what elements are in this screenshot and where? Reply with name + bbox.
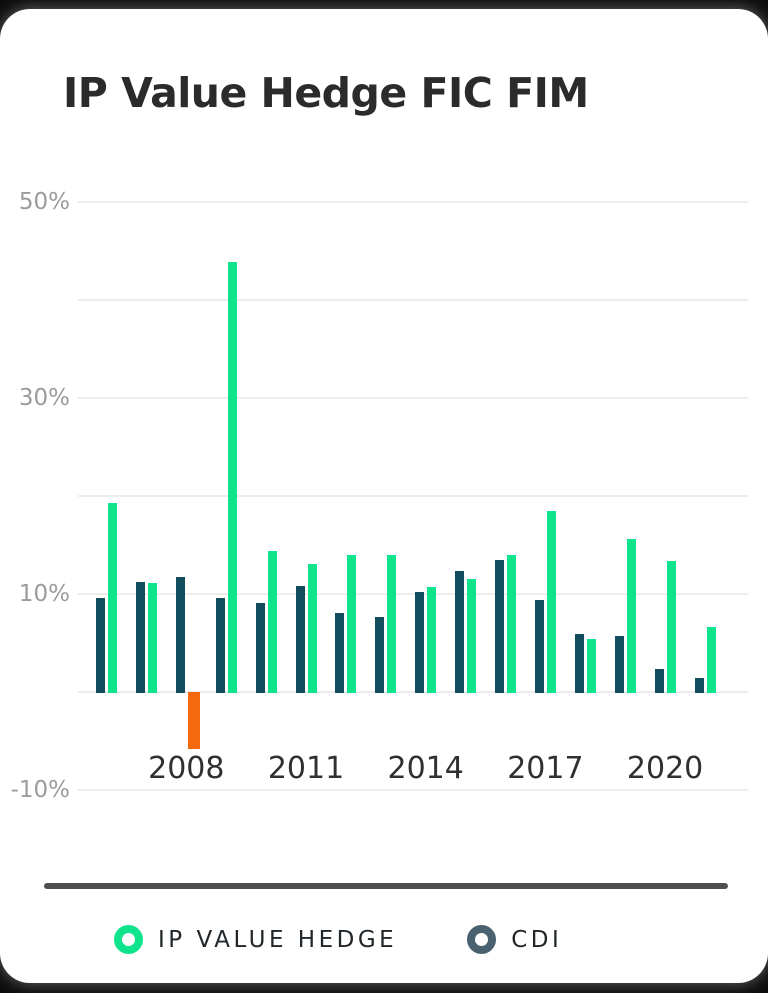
cdi-ring-icon (467, 925, 497, 954)
bar-cdi-2018[interactable] (574, 634, 584, 693)
legend-divider (44, 883, 728, 889)
legend-label-ip-value-hedge: IP VALUE HEDGE (158, 926, 398, 953)
bar-ip-value-hedge-2008[interactable] (187, 692, 200, 749)
x-axis-tick-2011: 2011 (267, 751, 345, 786)
bar-ip-value-hedge-2021[interactable] (706, 627, 716, 693)
y-axis-tick-50: 50% (18, 189, 70, 215)
bar-ip-value-hedge-2017[interactable] (546, 510, 556, 693)
gridline-0 (78, 691, 748, 693)
bar-cdi-2009[interactable] (215, 597, 225, 693)
bar-cdi-2010[interactable] (255, 602, 265, 693)
bar-ip-value-hedge-2018[interactable] (586, 639, 596, 693)
bar-cdi-2013[interactable] (375, 616, 385, 693)
bar-cdi-2011[interactable] (295, 586, 305, 693)
bar-cdi-2008[interactable] (175, 577, 185, 693)
bar-ip-value-hedge-2011[interactable] (307, 563, 317, 693)
bar-cdi-2015[interactable] (455, 571, 465, 693)
legend-item-cdi[interactable]: CDI (467, 925, 562, 954)
bar-ip-value-hedge-2015[interactable] (467, 579, 477, 693)
bar-cdi-2021[interactable] (694, 678, 704, 693)
ip-value-hedge-ring-icon (114, 925, 143, 954)
x-axis-tick-2017: 2017 (507, 751, 584, 786)
legend-label-cdi: CDI (511, 926, 563, 953)
bar-ip-value-hedge-2019[interactable] (626, 539, 636, 693)
bar-cdi-2006[interactable] (96, 597, 105, 693)
y-axis-tick-10: 10% (18, 581, 70, 607)
chart-plot: 50% 30% 10% -10% 2008 2011 2014 2017 2020 (0, 189, 768, 821)
gridline-40 (78, 299, 748, 301)
bar-cdi-2017[interactable] (534, 599, 544, 693)
gridline-50 (78, 201, 748, 203)
gridline-10 (78, 593, 748, 595)
legend-item-ip-value-hedge[interactable]: IP VALUE HEDGE (114, 925, 397, 954)
y-axis-tick--10: -10% (10, 777, 70, 803)
x-axis-tick-2008: 2008 (148, 751, 225, 786)
bar-ip-value-hedge-2014[interactable] (427, 587, 437, 693)
bar-cdi-2020[interactable] (654, 669, 664, 693)
y-axis-tick-30: 30% (18, 385, 70, 411)
bar-ip-value-hedge-2010[interactable] (267, 550, 277, 693)
bar-cdi-2019[interactable] (614, 636, 624, 693)
bar-ip-value-hedge-2020[interactable] (666, 560, 676, 693)
bar-cdi-2012[interactable] (335, 612, 345, 693)
bar-cdi-2007[interactable] (135, 582, 145, 693)
bar-cdi-2014[interactable] (415, 592, 425, 693)
bar-ip-value-hedge-2012[interactable] (347, 554, 357, 693)
bar-ip-value-hedge-2009[interactable] (227, 261, 237, 693)
page-title: IP Value Hedge FIC FIM (63, 69, 589, 117)
gridline--10 (78, 789, 748, 791)
gridline-30 (78, 397, 748, 399)
x-axis-tick-2014: 2014 (387, 751, 464, 786)
gridline-20 (78, 495, 748, 497)
bar-ip-value-hedge-2006[interactable] (108, 502, 117, 693)
bar-cdi-2016[interactable] (495, 559, 504, 693)
bar-ip-value-hedge-2016[interactable] (507, 554, 516, 693)
bar-ip-value-hedge-2013[interactable] (387, 554, 397, 693)
bar-ip-value-hedge-2007[interactable] (147, 583, 157, 693)
chart-legend: IP VALUE HEDGE CDI (114, 925, 562, 954)
x-axis-tick-2020: 2020 (626, 751, 704, 786)
chart-card: IP Value Hedge FIC FIM 50% 30% 10% -10% 2008… (0, 9, 768, 983)
